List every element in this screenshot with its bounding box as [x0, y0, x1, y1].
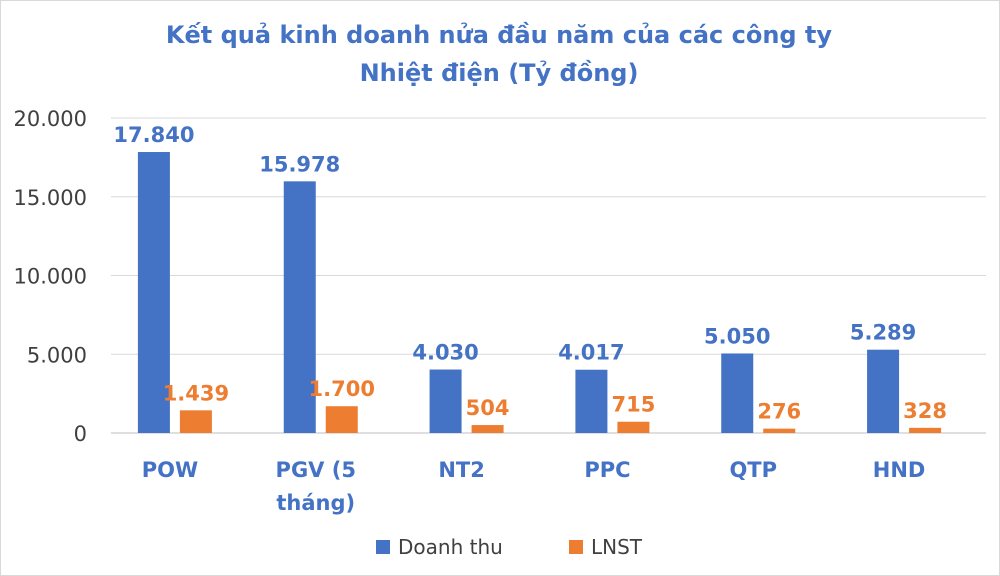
x-category-label: HND [873, 458, 926, 482]
bar-doanh-thu-6 [867, 349, 900, 433]
bar-lnst-1 [179, 410, 212, 433]
y-tick-label: 20.000 [14, 107, 87, 131]
y-tick-label: 10.000 [14, 265, 87, 289]
bar-lnst-4 [617, 421, 650, 433]
data-label-lnst-4: 715 [611, 393, 655, 417]
chart-title-line-2: Nhiệt điện (Tỷ đồng) [360, 59, 639, 87]
data-label-lnst-5: 276 [757, 400, 801, 424]
y-tick-label: 15.000 [14, 186, 87, 210]
x-category-label: PGV (5 [276, 458, 356, 482]
data-label-doanh-thu-5: 5.050 [704, 324, 770, 348]
legend-swatch-2 [569, 540, 583, 554]
legend-label-2: LNST [591, 535, 643, 559]
chart-title-line-1: Kết quả kinh doanh nửa đầu năm của các c… [166, 21, 832, 49]
data-labels: 17.840 1.439 15.978 1.700 4.030 504 4.017 715 5.… [113, 123, 947, 424]
data-label-doanh-thu-2: 15.978 [259, 152, 340, 176]
gridlines [111, 117, 986, 434]
y-tick-label: 0 [74, 422, 87, 446]
chart-title: Kết quả kinh doanh nửa đầu năm của các c… [166, 21, 832, 87]
bar-lnst-5 [763, 428, 796, 433]
x-category-label: PPC [584, 458, 630, 482]
data-label-doanh-thu-6: 5.289 [850, 321, 916, 345]
bar-doanh-thu-5 [721, 353, 754, 433]
x-axis-category-labels: POW PGV (5 tháng) NT2 PPC QTP HND [142, 458, 926, 515]
legend-swatch-1 [376, 540, 390, 554]
y-tick-label: 5.000 [27, 343, 87, 367]
bar-doanh-thu-1 [137, 152, 170, 433]
legend-label-1: Doanh thu [398, 535, 503, 559]
data-label-lnst-3: 504 [466, 396, 510, 420]
x-category-label: POW [142, 458, 198, 482]
data-label-doanh-thu-1: 17.840 [113, 123, 194, 147]
data-label-lnst-1: 1.439 [163, 381, 229, 405]
bars [137, 152, 942, 433]
data-label-lnst-6: 328 [903, 399, 947, 423]
bar-lnst-2 [325, 406, 358, 433]
bar-doanh-thu-3 [429, 369, 462, 433]
x-category-label: QTP [729, 458, 777, 482]
data-label-doanh-thu-4: 4.017 [558, 341, 624, 365]
x-category-label: tháng) [276, 491, 355, 515]
bar-doanh-thu-4 [575, 369, 608, 433]
x-category-label: NT2 [438, 458, 485, 482]
legend: Doanh thu LNST [376, 535, 643, 559]
data-label-doanh-thu-3: 4.030 [412, 341, 478, 365]
y-axis-tick-labels: 0 5.000 10.000 15.000 20.000 [14, 107, 87, 446]
bar-doanh-thu-2 [283, 181, 316, 433]
bar-lnst-3 [471, 425, 504, 433]
bar-lnst-6 [909, 427, 942, 433]
data-label-lnst-2: 1.700 [309, 377, 375, 401]
